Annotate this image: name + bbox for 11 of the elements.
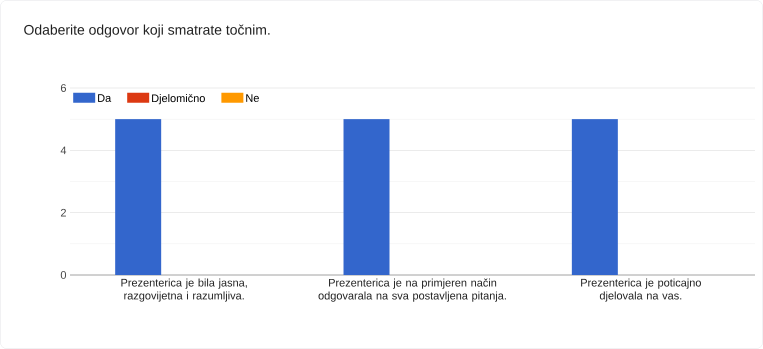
y-tick-label: 2: [60, 208, 66, 216]
y-tick-label: 0: [60, 271, 66, 279]
x-tick-label: Prezenterica je poticajno djelovala na vas.: [581, 278, 701, 302]
legend-label: Da: [98, 94, 112, 102]
x-tick-label: Prezenterica je bila jasna, razgovijetna i razumljiva.: [121, 278, 247, 302]
chart-title: Odaberite odgovor koji smatrate točnim.: [24, 24, 270, 38]
y-tick-label: 6: [60, 84, 66, 92]
y-tick-label: 4: [60, 146, 66, 154]
legend-label: Djelomično: [152, 94, 205, 104]
legend-label: Ne: [246, 94, 259, 102]
x-tick-label: Prezenterica je na primjeren način odgovarala na sva postavljena pitanja.: [318, 278, 506, 302]
